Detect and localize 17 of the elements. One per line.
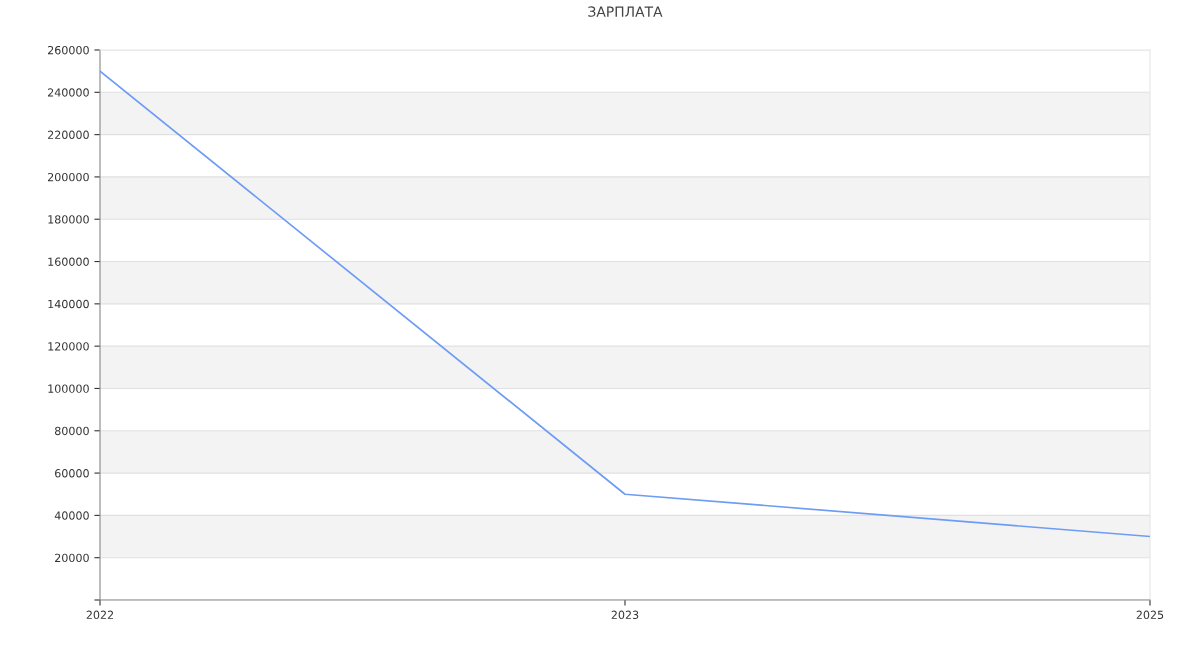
- y-tick-label: 160000: [48, 257, 89, 266]
- y-tick-label: 100000: [48, 384, 89, 393]
- y-tick-label: 120000: [48, 342, 89, 351]
- y-tick-label: 20000: [55, 553, 89, 563]
- y-tick-label: 80000: [54, 426, 89, 436]
- x-tick-label: 2023: [611, 610, 639, 620]
- y-tick-label: 140000: [48, 299, 89, 309]
- y-tick-label: 200000: [47, 172, 89, 182]
- y-tick-label: 60000: [55, 469, 89, 478]
- y-tick-label: 40000: [54, 511, 89, 520]
- x-tick-label: 2025: [1136, 610, 1164, 620]
- y-tick-label: 180000: [48, 215, 89, 224]
- y-tick-label: 220000: [47, 130, 89, 139]
- chart-title: ЗАРПЛАТА: [588, 6, 663, 17]
- y-tick-label: 260000: [47, 45, 89, 55]
- y-tick-label: 240000: [47, 88, 89, 97]
- x-tick-label: 2022: [86, 610, 114, 620]
